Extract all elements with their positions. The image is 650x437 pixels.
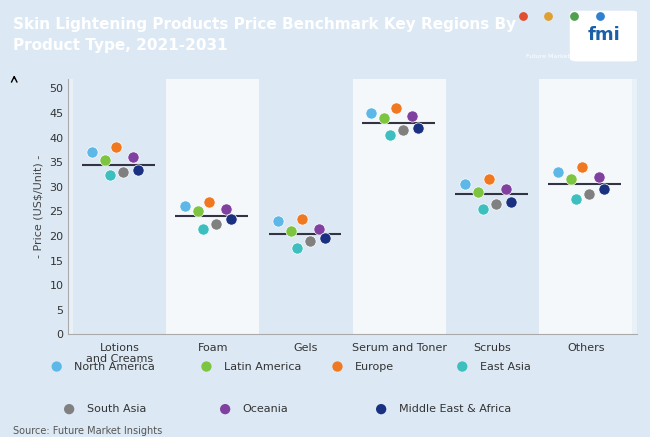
Bar bbox=[73, 79, 166, 334]
Text: Europe: Europe bbox=[355, 361, 394, 371]
Point bbox=[127, 154, 138, 161]
Text: fmi: fmi bbox=[588, 26, 621, 44]
Point bbox=[398, 127, 408, 134]
Point bbox=[198, 225, 209, 232]
Point bbox=[366, 110, 376, 117]
Point bbox=[379, 114, 389, 121]
Point bbox=[286, 228, 296, 235]
Bar bbox=[259, 79, 352, 334]
Point bbox=[473, 188, 483, 195]
Point bbox=[491, 201, 501, 208]
Point bbox=[314, 225, 324, 232]
Point bbox=[584, 191, 595, 198]
Text: Skin Lightening Products Price Benchmark Key Regions By
Product Type, 2021-2031: Skin Lightening Products Price Benchmark… bbox=[13, 17, 516, 52]
Point bbox=[192, 208, 203, 215]
Text: Latin America: Latin America bbox=[224, 361, 302, 371]
Point bbox=[220, 205, 231, 212]
Point bbox=[297, 215, 307, 222]
Bar bbox=[446, 79, 539, 334]
Point bbox=[133, 166, 144, 173]
Point bbox=[105, 171, 116, 178]
Text: South Asia: South Asia bbox=[86, 404, 146, 414]
Text: Oceania: Oceania bbox=[242, 404, 289, 414]
Point bbox=[506, 198, 516, 205]
Point bbox=[99, 156, 110, 163]
Bar bbox=[166, 79, 259, 334]
Point bbox=[460, 181, 470, 188]
Point bbox=[118, 169, 129, 176]
Point bbox=[577, 164, 587, 171]
Text: North America: North America bbox=[74, 361, 155, 371]
Point bbox=[484, 176, 494, 183]
Text: Middle East & Africa: Middle East & Africa bbox=[398, 404, 511, 414]
FancyBboxPatch shape bbox=[570, 10, 638, 62]
Point bbox=[226, 215, 237, 222]
Point bbox=[552, 169, 563, 176]
Text: Source: Future Market Insights: Source: Future Market Insights bbox=[13, 426, 162, 436]
Point bbox=[500, 186, 511, 193]
Text: East Asia: East Asia bbox=[480, 361, 530, 371]
Y-axis label: - Price (US$/Unit) -: - Price (US$/Unit) - bbox=[34, 155, 44, 258]
Point bbox=[179, 203, 190, 210]
Point bbox=[407, 112, 417, 119]
Bar bbox=[539, 79, 632, 334]
Point bbox=[273, 218, 283, 225]
Point bbox=[86, 149, 97, 156]
Point bbox=[593, 173, 604, 180]
Point bbox=[478, 205, 488, 212]
Point bbox=[385, 132, 395, 139]
Bar bbox=[352, 79, 446, 334]
Point bbox=[566, 176, 576, 183]
Point bbox=[599, 186, 610, 193]
Point bbox=[211, 220, 222, 227]
Point bbox=[291, 245, 302, 252]
Point bbox=[111, 144, 121, 151]
Point bbox=[305, 237, 315, 244]
Point bbox=[390, 105, 400, 112]
Point bbox=[571, 196, 582, 203]
Point bbox=[319, 235, 330, 242]
Point bbox=[204, 198, 214, 205]
Point bbox=[413, 124, 423, 131]
Text: Future Market Insights: Future Market Insights bbox=[526, 54, 597, 59]
